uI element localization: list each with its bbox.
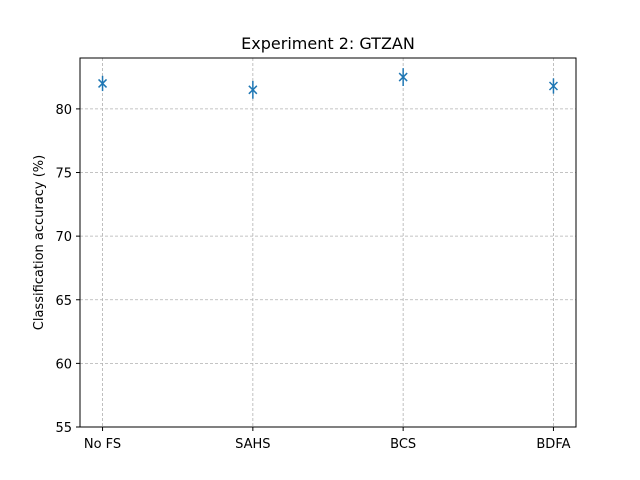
plot-frame [79, 57, 577, 428]
chart-title: Experiment 2: GTZAN [241, 34, 415, 53]
y-tick-label: 65 [55, 294, 72, 309]
marker-stroke [98, 78, 108, 88]
tick-layer: 55 60 65 70 75 80 No FS SAHS BCS BDFA [55, 103, 570, 452]
marker-stroke [398, 72, 408, 82]
data-point-marker [98, 78, 108, 88]
grid-layer [80, 58, 576, 427]
y-tick-label: 75 [55, 167, 72, 182]
x-tick-label: BDFA [536, 437, 570, 452]
y-tick-label: 60 [55, 357, 72, 372]
data-markers [98, 72, 558, 95]
marker-stroke [248, 85, 258, 95]
y-tick-label: 70 [55, 230, 72, 245]
y-axis-label: Classification accuracy (%) [32, 155, 47, 330]
x-tick-label: BCS [390, 437, 416, 452]
y-tick-label: 55 [55, 421, 72, 436]
data-point-marker [248, 85, 258, 95]
x-tick-label: SAHS [235, 437, 270, 452]
y-tick-label: 80 [55, 103, 72, 118]
x-tick-label: No FS [84, 437, 121, 452]
marker-stroke [548, 81, 558, 91]
data-point-marker [548, 81, 558, 91]
data-point-marker [398, 72, 408, 82]
